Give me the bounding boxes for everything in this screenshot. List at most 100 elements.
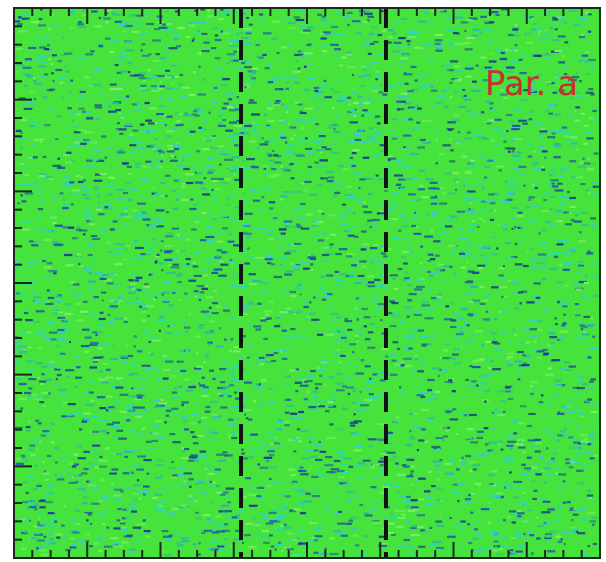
noise-speck [496, 518, 500, 521]
noise-speck [295, 390, 299, 393]
noise-speck [153, 405, 162, 409]
noise-speck [434, 33, 444, 36]
noise-speck [199, 368, 203, 371]
noise-speck [116, 519, 121, 522]
noise-speck [100, 479, 105, 482]
noise-speck [445, 218, 454, 221]
noise-speck [83, 513, 87, 516]
noise-speck [543, 199, 547, 202]
noise-speck [578, 35, 586, 39]
noise-speck [168, 534, 173, 537]
noise-speck [48, 343, 51, 346]
noise-speck [191, 383, 198, 386]
noise-speck [415, 525, 424, 528]
noise-speck [292, 70, 302, 73]
noise-speck [370, 501, 375, 504]
noise-speck [586, 252, 594, 255]
noise-speck [513, 432, 518, 435]
noise-speck [316, 526, 324, 529]
noise-speck [152, 148, 157, 151]
noise-speck [499, 545, 509, 548]
noise-speck [252, 280, 261, 283]
noise-speck [230, 378, 239, 381]
noise-speck [337, 456, 347, 459]
noise-speck [333, 142, 337, 145]
noise-speck [434, 42, 441, 45]
noise-speck [245, 417, 249, 420]
noise-speck [399, 214, 406, 217]
noise-speck [208, 306, 212, 309]
noise-speck [294, 488, 303, 491]
noise-speck [99, 228, 106, 232]
noise-speck [335, 389, 345, 392]
noise-speck [493, 209, 497, 212]
noise-speck [202, 78, 207, 81]
noise-speck [468, 461, 477, 464]
noise-speck [506, 485, 514, 488]
noise-speck [193, 71, 196, 74]
noise-speck [82, 14, 89, 17]
noise-speck [153, 27, 160, 31]
noise-speck [510, 551, 517, 554]
noise-speck [36, 332, 45, 335]
noise-speck [586, 324, 595, 327]
noise-speck [418, 439, 425, 442]
noise-speck [549, 530, 558, 533]
noise-speck [352, 351, 355, 354]
noise-speck [265, 355, 270, 358]
noise-speck [297, 493, 305, 496]
noise-speck [402, 53, 410, 56]
noise-speck [28, 500, 36, 503]
noise-speck [123, 123, 133, 127]
noise-speck [346, 66, 356, 69]
noise-speck [236, 417, 239, 420]
noise-speck [314, 383, 323, 386]
noise-speck [94, 191, 101, 194]
noise-speck [500, 448, 504, 451]
noise-speck [446, 69, 455, 72]
noise-speck [86, 117, 94, 120]
noise-speck [28, 448, 34, 451]
noise-speck [485, 373, 494, 376]
noise-speck [476, 436, 483, 440]
noise-speck [556, 338, 561, 341]
noise-speck [354, 544, 360, 547]
noise-speck [405, 31, 411, 34]
noise-speck [450, 149, 454, 152]
noise-speck [317, 294, 321, 297]
noise-speck [414, 199, 422, 202]
noise-speck [258, 497, 264, 500]
noise-speck [572, 75, 579, 79]
noise-speck [377, 303, 385, 306]
noise-speck [494, 118, 502, 121]
noise-speck [133, 499, 137, 502]
noise-speck [141, 178, 148, 181]
noise-speck [415, 209, 418, 212]
noise-speck [539, 266, 548, 269]
noise-speck [48, 322, 55, 325]
noise-speck [143, 459, 152, 462]
noise-speck [188, 386, 197, 389]
noise-speck [532, 268, 535, 271]
noise-speck [397, 229, 402, 232]
noise-speck [264, 258, 273, 261]
noise-speck [570, 526, 577, 529]
noise-speck [583, 162, 591, 165]
noise-speck [533, 162, 539, 165]
noise-speck [39, 549, 47, 552]
noise-speck [392, 32, 397, 35]
noise-speck [245, 477, 251, 480]
noise-speck [18, 345, 27, 348]
noise-speck [534, 54, 542, 57]
noise-speck [306, 390, 311, 394]
noise-speck [321, 363, 328, 366]
noise-speck [106, 282, 114, 285]
noise-speck [205, 405, 211, 409]
noise-speck [580, 112, 585, 115]
noise-speck [452, 490, 460, 493]
noise-speck [516, 517, 521, 520]
noise-speck [387, 354, 392, 357]
noise-speck [576, 337, 586, 340]
noise-speck [567, 501, 571, 504]
noise-speck [396, 491, 400, 494]
